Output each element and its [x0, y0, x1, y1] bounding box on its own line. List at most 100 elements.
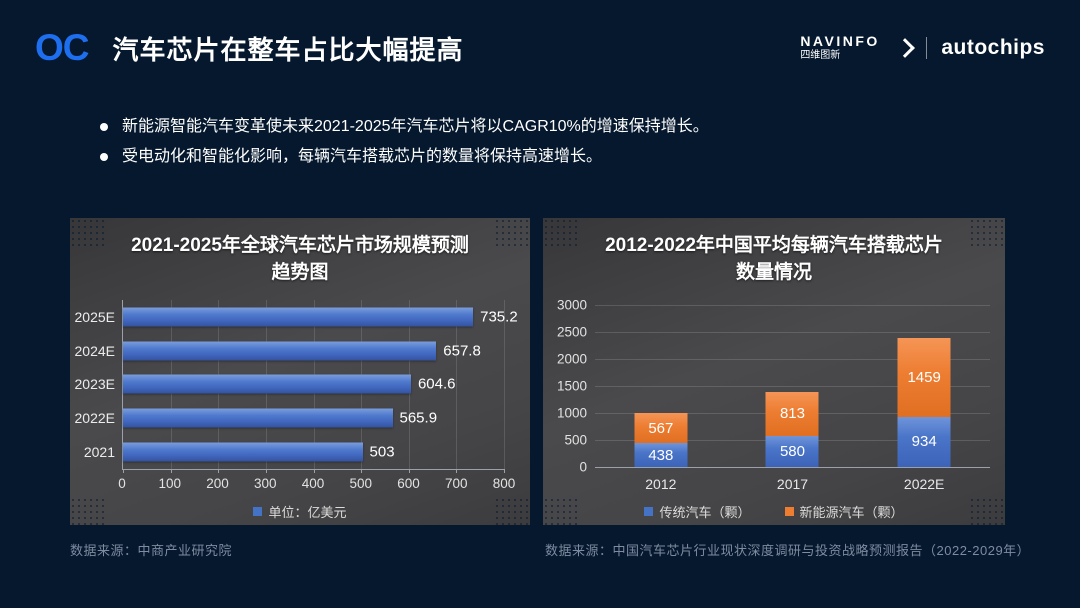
bar-segment-orange: 813: [765, 391, 819, 436]
axis-tick: [408, 469, 410, 473]
axis-tick: [218, 469, 220, 473]
bar-column: 438 567: [595, 305, 727, 467]
left-chart-legend: 单位：亿美元: [70, 502, 530, 521]
bar-row: 2022E 565.9: [75, 401, 504, 435]
bar-segment-blue: 438: [634, 443, 688, 467]
left-chart-panel: 2021-2025年全球汽车芯片市场规模预测 趋势图 2025E 735.2 202…: [70, 218, 530, 525]
bullet-icon: [100, 123, 108, 131]
axis-tick: [456, 469, 458, 473]
x-tick-label: 100: [158, 476, 182, 491]
y-tick-label: 1500: [556, 378, 587, 394]
navinfo-chinese-name: 四维图新: [800, 49, 841, 61]
y-tick-label: 0: [579, 459, 587, 475]
right-chart-plot-area: 0 500 1000 1500 2000 2500 3000 438 567 580 813 934 1…: [557, 298, 990, 475]
dot-texture: [70, 218, 106, 246]
axis-tick: [265, 469, 267, 473]
oc-logo: OC: [35, 27, 89, 68]
bar-row: 2023E 604.6: [75, 368, 504, 402]
bar-value-label: 580: [779, 442, 805, 460]
y-tick-label: 3000: [556, 297, 587, 313]
chevron-right-icon: [895, 38, 916, 58]
dot-texture: [543, 218, 579, 246]
right-chart-source: 数据来源：中国汽车芯片行业现状深度调研与投资战略预测报告（2022-2029年）: [545, 543, 1031, 558]
category-label: 2022E: [74, 410, 115, 427]
bar-row: 2024E 657.8: [75, 334, 504, 368]
bar-row: 2021 503: [84, 435, 504, 469]
gridline: [595, 386, 990, 387]
autochips-wordmark: autochips: [941, 36, 1045, 59]
page-title: 汽车芯片在整车占比大幅提高: [112, 34, 464, 65]
x-tick-label: 300: [253, 476, 277, 491]
bar-value-label: 565.9: [399, 409, 438, 427]
x-tick-label: 400: [301, 476, 325, 491]
bar-value-label: 813: [779, 405, 805, 423]
legend-swatch: [784, 507, 794, 516]
category-label: 2022E: [903, 476, 945, 492]
bar-value-label: 657.8: [443, 342, 481, 360]
bar-segment-blue: 580: [765, 435, 819, 467]
bar-segment-orange: 567: [634, 412, 688, 444]
left-chart-source: 数据来源：中商产业研究院: [70, 543, 233, 558]
x-tick-label: 800: [492, 476, 516, 491]
header: OC 汽车芯片在整车占比大幅提高 NAVINFO 四维图新 autochips: [35, 24, 1045, 72]
left-chart-plot-area: 2025E 735.2 2024E 657.8 2023E 604.6 2022E 565.9…: [75, 300, 518, 473]
navinfo-logo: NAVINFO 四维图新: [800, 33, 916, 63]
bar: [123, 374, 411, 394]
right-chart-panel: 2012-2022年中国平均每辆汽车搭载芯片 数量情况 0 500 1000 1500…: [543, 218, 1005, 525]
x-tick-label: 600: [397, 476, 420, 491]
bar-column: 934 1459: [858, 305, 990, 467]
axis-tick: [504, 469, 505, 473]
dot-texture: [969, 497, 1005, 525]
gridline: [595, 305, 990, 306]
bullet-text: 新能源智能汽车变革使未来2021-2025年汽车芯片将以CAGR10%的增速保持…: [122, 118, 709, 135]
y-tick-label: 2000: [556, 351, 587, 367]
dot-texture: [494, 497, 530, 525]
dot-texture: [494, 218, 530, 246]
x-tick-label: 0: [118, 476, 126, 491]
gridline: [595, 359, 990, 360]
y-tick-label: 1000: [556, 405, 587, 421]
bar-segment-blue: 934: [897, 416, 951, 467]
dot-texture: [969, 218, 1005, 246]
right-chart-title: 2012-2022年中国平均每辆汽车搭载芯片 数量情况: [605, 235, 943, 283]
gridline: [504, 300, 505, 469]
axis-tick: [123, 469, 124, 473]
y-tick-label: 2500: [556, 324, 587, 340]
bullet-icon: [100, 153, 108, 161]
axis-tick: [313, 469, 315, 473]
category-label: 2024E: [74, 342, 115, 359]
category-label: 2023E: [74, 376, 115, 393]
right-chart-x-axis: 2012 2017 2022E: [595, 476, 990, 494]
bar-value-label: 735.2: [480, 308, 518, 326]
bar-value-label: 604.6: [417, 375, 456, 393]
legend-swatch: [644, 507, 654, 516]
gridline: [595, 332, 990, 333]
bar-row: 2025E 735.2: [75, 300, 518, 334]
category-label: 2017: [776, 476, 809, 492]
category-label: 2021: [83, 444, 115, 461]
legend-item: 传统汽车（颗）: [644, 502, 751, 521]
brand-divider: [926, 37, 928, 59]
bullet-text: 受电动化和智能化影响，每辆汽车搭载芯片的数量将保持高速增长。: [122, 148, 603, 165]
y-tick-label: 500: [564, 432, 587, 448]
axis-tick: [361, 469, 363, 473]
legend-item: 新能源汽车（颗）: [784, 502, 904, 521]
bar: [123, 307, 474, 327]
bar-value-label: 438: [648, 446, 674, 464]
x-tick-label: 200: [206, 476, 229, 491]
x-tick-label: 500: [349, 476, 373, 491]
category-label: 2025E: [74, 308, 115, 325]
bar: [123, 408, 393, 428]
bullet-list: 新能源智能汽车变革使未来2021-2025年汽车芯片将以CAGR10%的增速保持…: [100, 112, 709, 172]
right-chart-legend: 传统汽车（颗） 新能源汽车（颗）: [543, 502, 1005, 521]
category-label: 2012: [645, 476, 677, 492]
brand-logos: NAVINFO 四维图新 autochips: [800, 33, 1045, 63]
bar-column: 580 813: [727, 305, 859, 467]
bullet-item: 新能源智能汽车变革使未来2021-2025年汽车芯片将以CAGR10%的增速保持…: [100, 112, 709, 142]
axis-tick: [170, 469, 172, 473]
bar: [123, 442, 363, 462]
legend-label: 新能源汽车（颗）: [799, 505, 904, 520]
left-chart-title: 2021-2025年全球汽车芯片市场规模预测 趋势图: [131, 235, 469, 283]
dot-texture: [543, 497, 579, 525]
